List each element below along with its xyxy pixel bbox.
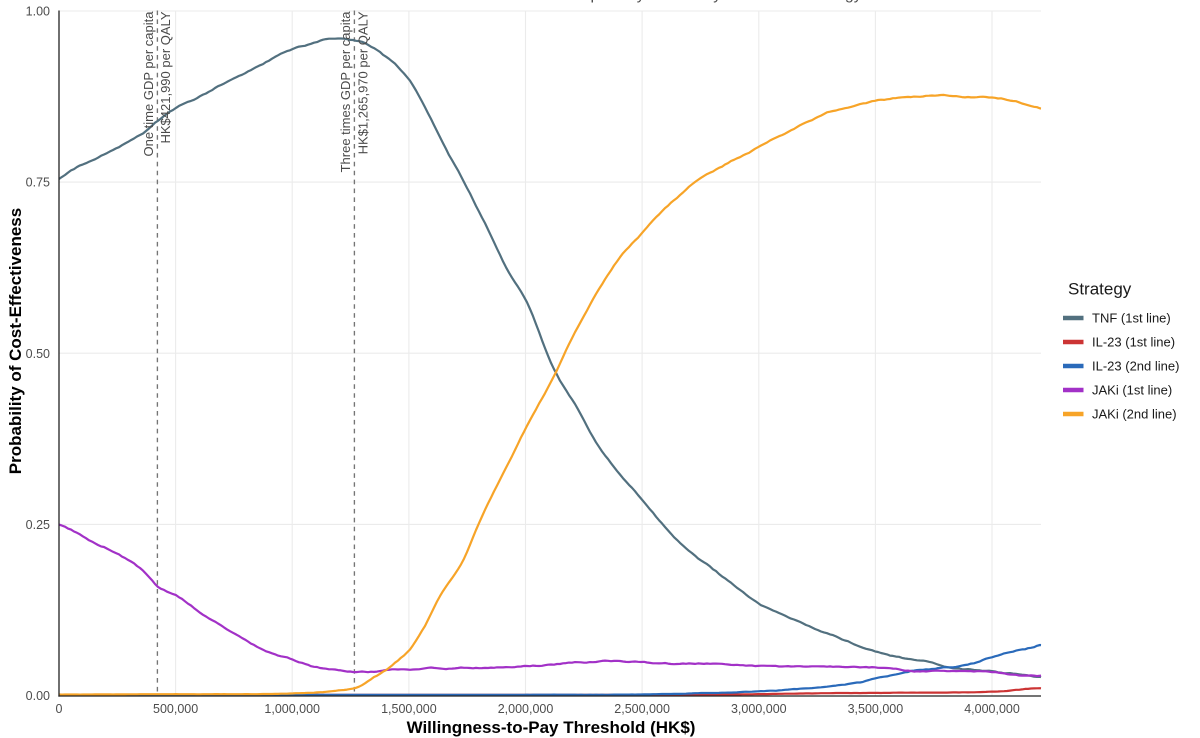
svg-text:3,500,000: 3,500,000 xyxy=(848,702,904,716)
svg-text:Strategy: Strategy xyxy=(1068,280,1132,299)
svg-text:2,000,000: 2,000,000 xyxy=(498,702,554,716)
svg-text:Cost-Effectiveness Acceptabili: Cost-Effectiveness Acceptability Curves … xyxy=(418,0,861,3)
svg-text:IL-23 (2nd line): IL-23 (2nd line) xyxy=(1092,359,1179,374)
svg-text:500,000: 500,000 xyxy=(153,702,198,716)
svg-text:Willingness-to-Pay Threshold (: Willingness-to-Pay Threshold (HK$) xyxy=(407,718,696,737)
svg-text:0.25: 0.25 xyxy=(26,518,50,532)
svg-text:0.00: 0.00 xyxy=(26,689,50,703)
svg-text:1.00: 1.00 xyxy=(26,5,50,19)
svg-text:1,000,000: 1,000,000 xyxy=(264,702,320,716)
svg-text:4,000,000: 4,000,000 xyxy=(964,702,1020,716)
svg-text:Probability of Cost-Effectiven: Probability of Cost-Effectiveness xyxy=(6,208,25,474)
svg-text:1,500,000: 1,500,000 xyxy=(381,702,437,716)
svg-text:TNF (1st line): TNF (1st line) xyxy=(1092,311,1171,326)
svg-text:2,500,000: 2,500,000 xyxy=(614,702,670,716)
svg-text:JAKi (1st line): JAKi (1st line) xyxy=(1092,383,1172,398)
svg-text:JAKi (2nd line): JAKi (2nd line) xyxy=(1092,407,1177,422)
svg-text:HK$421,990 per QALY: HK$421,990 per QALY xyxy=(158,11,173,143)
svg-text:0: 0 xyxy=(56,702,63,716)
svg-text:HK$1,265,970 per QALY: HK$1,265,970 per QALY xyxy=(356,11,371,154)
svg-text:Three times GDP per capita: Three times GDP per capita xyxy=(338,11,353,173)
svg-text:IL-23 (1st line): IL-23 (1st line) xyxy=(1092,335,1175,350)
svg-text:0.50: 0.50 xyxy=(26,347,50,361)
svg-text:0.75: 0.75 xyxy=(26,176,50,190)
svg-text:3,000,000: 3,000,000 xyxy=(731,702,787,716)
svg-text:One time GDP per capita: One time GDP per capita xyxy=(141,11,156,157)
